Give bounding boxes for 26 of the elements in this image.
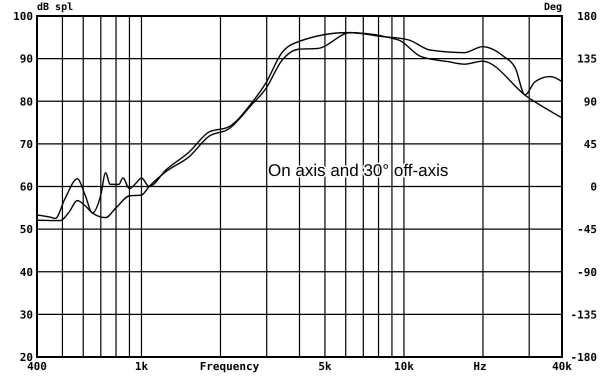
y-tick-label: 100 (13, 10, 33, 23)
y2-tick-label: 135 (577, 52, 597, 66)
y-tick-label: 80 (20, 95, 33, 108)
x-tick-label: 10k (394, 360, 414, 373)
y-tick-label: 60 (20, 180, 33, 194)
text: Hz (473, 360, 487, 373)
x-axis-title: Frequency (200, 360, 260, 373)
y2-tick-label: -90 (577, 266, 597, 279)
x-tick-label: 400 (27, 360, 47, 373)
y-tick-label: 30 (20, 308, 33, 322)
y-tick-label: 70 (20, 138, 33, 151)
y2-tick-label: 0 (590, 180, 597, 194)
y2-tick-label: -135 (570, 308, 597, 322)
y-tick-label: 40 (20, 266, 33, 279)
y2-tick-label: -180 (570, 351, 597, 364)
x-tick-label: 40k (552, 360, 572, 373)
x-tick-label: 5k (318, 360, 332, 373)
x-tick-label: 1k (134, 360, 148, 373)
y-tick-label: 50 (20, 223, 33, 236)
y2-tick-label: 180 (577, 10, 597, 23)
y2-tick-label: 45 (584, 138, 597, 151)
y2-tick-label: 90 (584, 95, 597, 108)
y2-axis-title: Deg (544, 2, 562, 13)
y-tick-label: 90 (20, 52, 33, 66)
y-axis-title: dB spl (37, 2, 74, 13)
y2-tick-label: -45 (577, 223, 597, 236)
